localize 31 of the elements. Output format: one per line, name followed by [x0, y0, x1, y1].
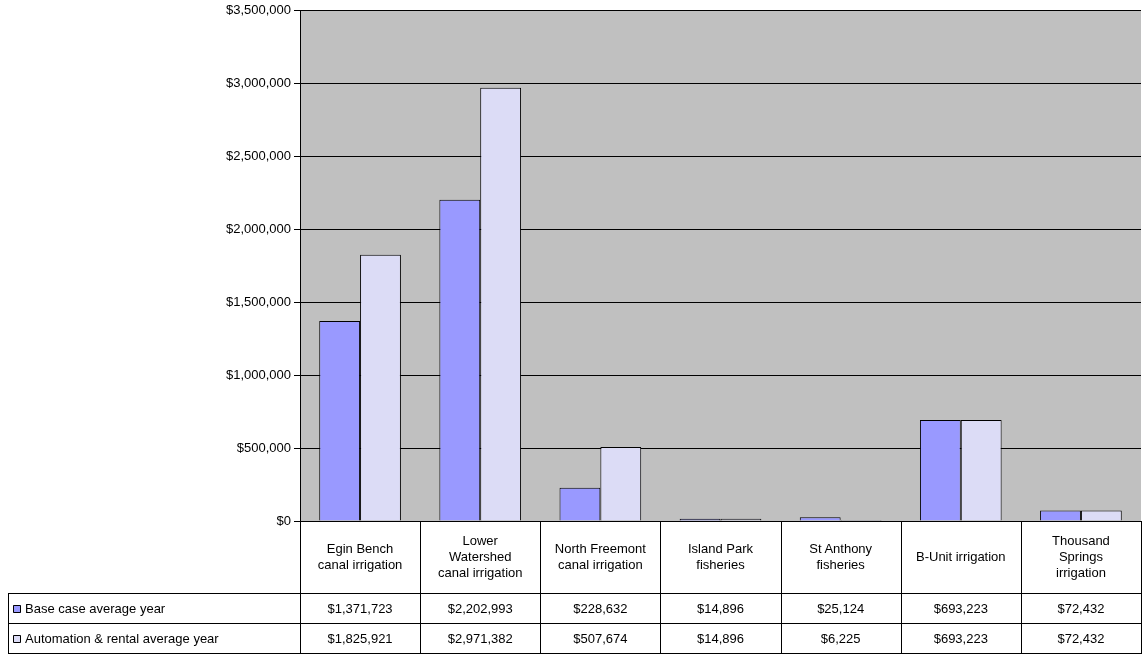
- x-tick-label: B-Unit irrigation: [915, 549, 1006, 565]
- y-tick-label: $1,500,000: [225, 293, 291, 309]
- data-label: $693,223: [933, 630, 988, 646]
- data-label: $14,896: [697, 600, 744, 616]
- data-label: $25,124: [817, 600, 865, 616]
- data-label: $693,223: [933, 600, 988, 616]
- x-tick-label: Egin Bench canal irrigation: [317, 541, 403, 573]
- data-label: $1,825,921: [327, 630, 393, 646]
- y-tick-label: $1,000,000: [225, 366, 291, 382]
- legend-label: Base case average year: [25, 600, 166, 616]
- data-label: $2,971,382: [447, 630, 513, 646]
- x-tick-label: Thousand Springs irrigation: [1052, 533, 1110, 581]
- y-tick-label: $0: [276, 512, 291, 528]
- data-label: $72,432: [1057, 630, 1105, 646]
- data-label: $6,225: [820, 630, 861, 646]
- data-label: $72,432: [1057, 600, 1105, 616]
- y-tick-label: $2,000,000: [225, 221, 291, 237]
- legend-label: Automation & rental average year: [25, 630, 220, 646]
- data-label: $228,632: [573, 600, 628, 616]
- x-tick-label: St Anthony fisheries: [809, 541, 873, 573]
- data-label: $507,674: [573, 630, 628, 646]
- x-tick-label: Lower Watershed canal irrigation: [437, 533, 523, 581]
- data-label: $14,896: [697, 630, 744, 646]
- x-tick-label: North Freemont canal irrigation: [554, 541, 647, 573]
- y-tick-label: $3,500,000: [225, 2, 291, 18]
- x-tick-label: Island Park fisheries: [687, 541, 754, 573]
- y-tick-label: $500,000: [236, 439, 291, 455]
- data-label: $1,371,723: [327, 600, 393, 616]
- data-label: $2,202,993: [447, 600, 513, 616]
- y-tick-label: $3,000,000: [225, 75, 291, 91]
- y-tick-label: $2,500,000: [225, 148, 291, 164]
